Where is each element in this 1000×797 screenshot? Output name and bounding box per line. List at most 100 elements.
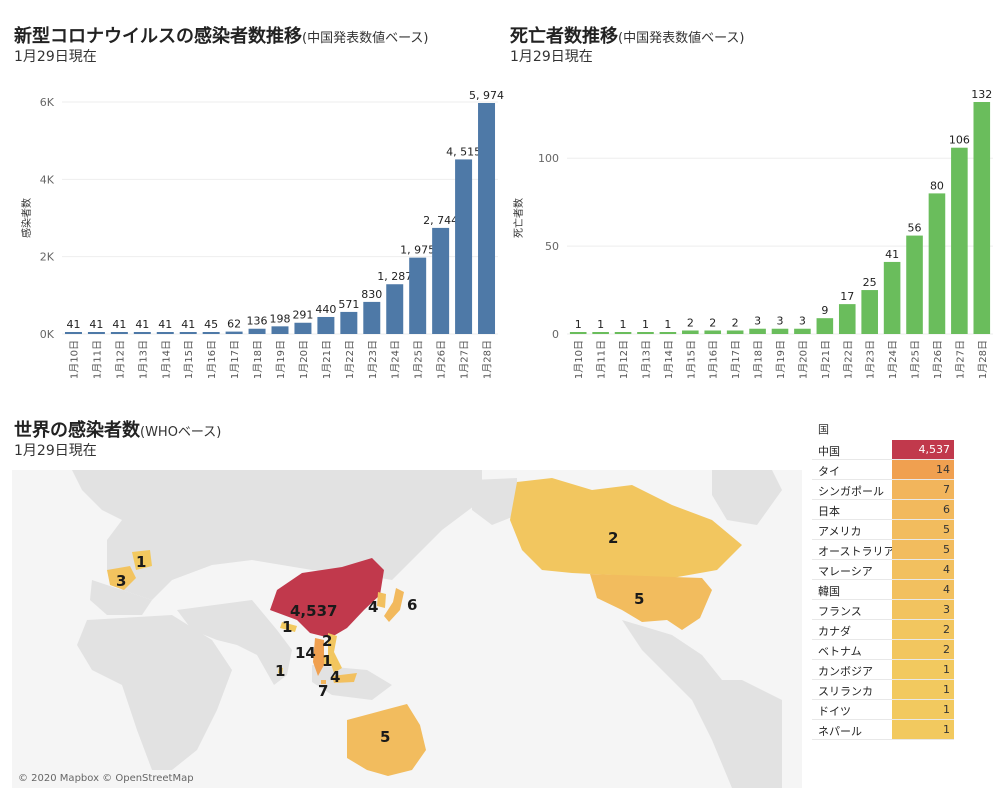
cases-bar[interactable] — [64, 332, 82, 334]
cases-bar[interactable] — [225, 331, 243, 334]
country-row[interactable]: シンガポール 7 — [812, 480, 954, 500]
region-korea[interactable] — [377, 592, 386, 608]
cases-bar[interactable] — [179, 332, 197, 334]
cases-bar[interactable] — [340, 311, 358, 334]
deaths-bar-chart: 0 50 100 死亡者数 1 1月10日 1 1月11日 1 1月12日 1 1月13日 1 1月14日… — [512, 88, 993, 379]
country-name: スリランカ — [818, 685, 873, 698]
region-germany[interactable] — [132, 550, 152, 570]
cases-bar[interactable] — [455, 159, 473, 334]
country-row[interactable]: フランス 3 — [812, 600, 954, 620]
deaths-bar[interactable] — [973, 102, 991, 334]
region-singapore[interactable] — [321, 680, 326, 684]
cases-x-tick-label: 1月17日 — [229, 340, 241, 379]
deaths-bar[interactable] — [794, 328, 811, 334]
cases-bar[interactable] — [248, 328, 266, 334]
country-row[interactable]: タイ 14 — [812, 460, 954, 480]
country-name: アメリカ — [818, 525, 862, 538]
deaths-bar[interactable] — [883, 261, 901, 334]
region-china[interactable] — [270, 558, 384, 638]
deaths-bar[interactable] — [906, 235, 923, 334]
deaths-bar[interactable] — [749, 328, 766, 334]
cases-x-tick-label: 1月10日 — [68, 340, 80, 379]
map-label-vietnam: 2 — [322, 632, 332, 650]
region-thailand[interactable] — [313, 638, 324, 676]
cases-bar[interactable] — [156, 332, 174, 334]
cases-x-tick-label: 1月21日 — [321, 340, 333, 379]
cases-x-tick-label: 1月25日 — [413, 340, 425, 379]
cases-bar[interactable] — [363, 301, 381, 334]
deaths-bar[interactable] — [592, 332, 609, 334]
country-row[interactable]: アメリカ 5 — [812, 520, 954, 540]
country-name: ドイツ — [818, 705, 851, 718]
map-label-china: 4,537 — [290, 602, 337, 620]
cases-bar[interactable] — [432, 227, 450, 334]
cases-bar[interactable] — [294, 322, 312, 334]
region-nepal[interactable] — [280, 622, 297, 632]
deaths-bar[interactable] — [659, 332, 677, 334]
land-alaska — [472, 478, 517, 525]
country-row[interactable]: オーストラリア 5 — [812, 540, 954, 560]
deaths-bar[interactable] — [951, 147, 968, 334]
region-japan[interactable] — [384, 588, 404, 622]
country-row[interactable]: 韓国 4 — [812, 580, 954, 600]
cases-bar[interactable] — [386, 284, 404, 334]
deaths-bar[interactable] — [838, 304, 856, 334]
cases-value-label: 5, 974 — [469, 89, 504, 102]
country-row[interactable]: カンボジア 1 — [812, 660, 954, 680]
region-usa[interactable] — [590, 574, 712, 630]
country-row[interactable]: ベトナム 2 — [812, 640, 954, 660]
region-malaysia[interactable] — [332, 673, 357, 683]
deaths-x-tick-label: 1月14日 — [663, 340, 675, 379]
country-row[interactable]: 日本 6 — [812, 500, 954, 520]
deaths-bar[interactable] — [771, 328, 789, 334]
cases-bar[interactable] — [317, 316, 335, 334]
map-label-korea: 4 — [368, 598, 378, 616]
deaths-bar[interactable] — [637, 332, 654, 334]
country-row[interactable]: ネパール 1 — [812, 720, 954, 740]
deaths-bar[interactable] — [861, 290, 878, 334]
map-label-cambodia: 1 — [322, 652, 332, 670]
deaths-bar[interactable] — [816, 318, 834, 334]
cases-value-label: 41 — [112, 318, 126, 331]
region-canada[interactable] — [510, 478, 742, 578]
country-row[interactable]: ドイツ 1 — [812, 700, 954, 720]
country-row[interactable]: 中国 4,537 — [812, 440, 954, 460]
cases-bar[interactable] — [133, 332, 151, 334]
deaths-value-label: 1 — [597, 318, 604, 331]
region-cambodia[interactable] — [324, 655, 332, 665]
region-sri-lanka[interactable] — [278, 667, 283, 675]
deaths-bar[interactable] — [569, 332, 587, 334]
land-middle-east — [177, 600, 292, 685]
deaths-value-label: 80 — [930, 179, 944, 192]
deaths-bar[interactable] — [726, 330, 744, 334]
country-name: ベトナム — [818, 645, 862, 658]
country-value: 2 — [892, 640, 954, 659]
country-row[interactable]: マレーシア 4 — [812, 560, 954, 580]
deaths-bar[interactable] — [928, 193, 946, 334]
country-row[interactable]: スリランカ 1 — [812, 680, 954, 700]
region-australia[interactable] — [347, 704, 426, 776]
deaths-bar[interactable] — [704, 330, 722, 334]
country-row[interactable]: カナダ 2 — [812, 620, 954, 640]
cases-bar[interactable] — [202, 332, 220, 334]
cases-value-label: 41 — [181, 318, 195, 331]
cases-x-tick-label: 1月15日 — [183, 340, 195, 379]
world-title-main: 世界の感染者数 — [14, 420, 140, 441]
country-name: オーストラリア — [818, 545, 895, 558]
deaths-bar[interactable] — [682, 330, 699, 334]
country-value: 2 — [892, 620, 954, 639]
cases-bar[interactable] — [87, 332, 105, 334]
cases-bar[interactable] — [409, 257, 427, 334]
cases-value-label: 45 — [204, 318, 218, 331]
cases-bar[interactable] — [478, 103, 496, 334]
cases-bar[interactable] — [271, 326, 289, 334]
deaths-y-tick-label: 100 — [538, 152, 559, 165]
map-label-thailand: 14 — [295, 644, 316, 662]
deaths-value-label: 1 — [575, 318, 582, 331]
deaths-bar[interactable] — [614, 332, 632, 334]
world-map[interactable]: 4,537 14 7 6 5 5 4 4 3 2 2 1 1 1 1 © 202… — [12, 470, 802, 788]
cases-bar[interactable] — [110, 332, 128, 334]
country-name: 中国 — [818, 445, 840, 458]
region-france[interactable] — [107, 566, 136, 590]
map-labels: 4,537 14 7 6 5 5 4 4 3 2 2 1 1 1 1 — [116, 529, 644, 746]
